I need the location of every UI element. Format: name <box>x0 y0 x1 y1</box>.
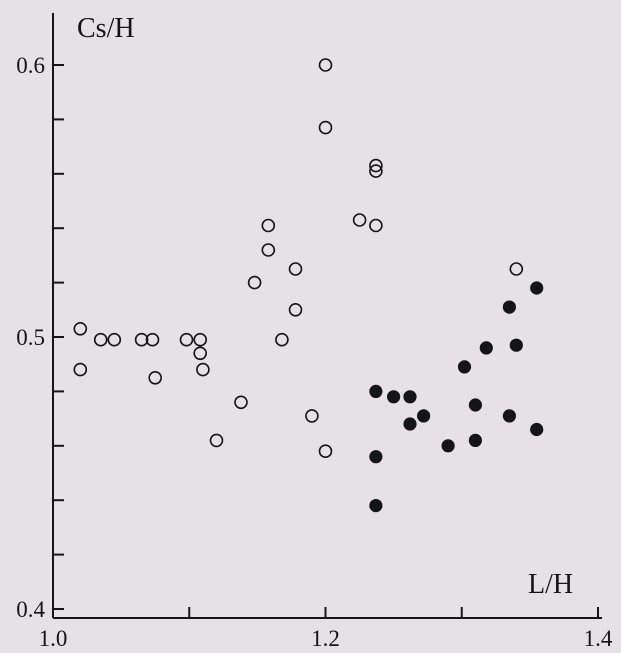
filled-circle-point <box>530 422 544 437</box>
open-circle-point <box>73 321 88 336</box>
x-axis-ticks: 1.0 1.2 1.4 <box>39 607 613 651</box>
open-circle-point <box>93 332 108 347</box>
filled-circle-point <box>502 300 516 314</box>
open-circle-point <box>318 444 333 459</box>
open-circle-point <box>134 332 149 347</box>
filled-circle-point <box>369 499 383 513</box>
open-circle-point <box>369 158 383 173</box>
open-circle-point <box>261 218 276 233</box>
y-axis-label: Cs/H <box>77 13 135 44</box>
filled-circle-point <box>457 360 472 374</box>
axes <box>52 13 602 619</box>
open-circle-point <box>305 409 319 423</box>
filled-circle-point <box>468 398 482 412</box>
x-tick-label: 1.4 <box>584 626 613 651</box>
open-circle-point <box>209 433 224 448</box>
open-circle-point <box>247 275 262 290</box>
open-circle-point <box>193 346 207 361</box>
filled-circle-point <box>441 439 455 453</box>
open-circle-point <box>145 332 160 347</box>
open-circle-point <box>318 58 333 72</box>
data-points <box>73 58 544 513</box>
open-circle-point <box>288 302 303 317</box>
open-circle-point <box>288 262 303 276</box>
open-circle-point <box>352 213 367 227</box>
open-circle-point <box>234 395 248 410</box>
open-circle-point <box>148 370 162 385</box>
open-circle-point <box>73 362 88 377</box>
x-tick-label: 1.2 <box>311 626 340 651</box>
filled-circle-point <box>387 390 401 404</box>
x-axis-label: L/H <box>528 569 573 600</box>
filled-circle-point <box>509 338 523 352</box>
open-circle-point <box>107 332 122 347</box>
filled-circle-point <box>502 409 516 423</box>
filled-circle-point <box>468 433 482 447</box>
open-circle-point <box>369 218 383 233</box>
open-circle-point <box>275 332 289 347</box>
open-circle-point <box>318 120 333 135</box>
filled-circle-point <box>369 450 383 464</box>
y-tick-label: 0.4 <box>16 597 45 622</box>
x-tick-label: 1.0 <box>39 626 68 651</box>
filled-circle-point <box>369 384 383 398</box>
filled-circle-point <box>530 281 544 295</box>
filled-circle-point <box>403 417 417 431</box>
open-circle-point <box>261 243 276 257</box>
open-circle-point <box>193 332 207 347</box>
y-axis-ticks: 0.4 0.5 0.6 <box>16 53 64 622</box>
filled-circle-point <box>417 409 431 423</box>
y-tick-label: 0.6 <box>16 53 45 78</box>
filled-circle-point <box>479 341 493 355</box>
open-circle-point <box>196 362 210 377</box>
filled-circle-point <box>403 390 417 404</box>
open-circle-point <box>179 332 194 347</box>
y-tick-label: 0.5 <box>16 325 45 350</box>
open-circle-point <box>369 164 383 178</box>
open-circle-point <box>509 262 524 276</box>
